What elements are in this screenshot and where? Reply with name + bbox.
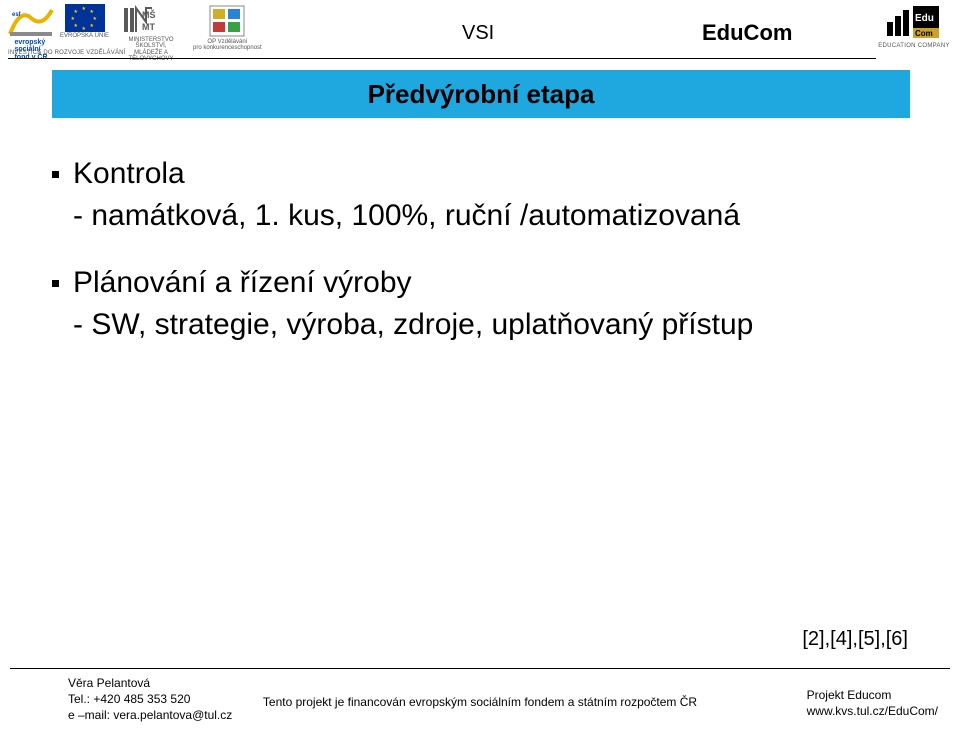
bullet-1: Kontrola (52, 155, 908, 193)
svg-text:Com: Com (915, 29, 933, 38)
footer-email: e –mail: vera.pelantova@tul.cz (68, 707, 232, 723)
footer-project: Projekt Educom (807, 687, 938, 703)
footer-divider (10, 668, 950, 669)
svg-text:Edu: Edu (915, 13, 934, 24)
references: [2],[4],[5],[6] (802, 628, 908, 651)
bullet-2-main: Plánování a řízení výroby (73, 264, 412, 302)
header-underline (8, 58, 876, 59)
header-label-vsi: VSI (462, 22, 494, 45)
esf-icon: esf (8, 4, 54, 38)
bullet-dot-icon (52, 280, 59, 287)
logo-op: OP Vzdělávání pro konkurenceschopnost (193, 4, 262, 52)
eu-flag-icon: ★ ★ ★ ★ ★ ★ ★ ★ (65, 4, 105, 32)
footer-author: Věra Pelantová (68, 675, 232, 691)
educom-icon: Edu Com (885, 2, 943, 42)
bullet-1-sub: - namátková, 1. kus, 100%, ruční /automa… (73, 197, 908, 235)
bullet-2-sub: - SW, strategie, výroba, zdroje, uplatňo… (73, 306, 908, 344)
footer-url: www.kvs.tul.cz/EduCom/ (807, 703, 938, 719)
footer: Věra Pelantová Tel.: +420 485 353 520 e … (0, 671, 960, 729)
msmt-icon: MŠ MT (122, 4, 180, 36)
logo-educom-right: Edu Com EDUCATION COMPANY (878, 2, 950, 58)
footer-right-block: Projekt Educom www.kvs.tul.cz/EduCom/ (807, 687, 938, 719)
slide: esf evropský sociální fond v ČR ★ ★ ★ ★ … (0, 0, 960, 729)
educom-caption: EDUCATION COMPANY (878, 43, 950, 49)
logo-eu: ★ ★ ★ ★ ★ ★ ★ ★ EVROPSKÁ UNIE (60, 4, 109, 39)
invest-strip: INVESTICE DO ROZVOJE VZDĚLÁVÁNÍ (8, 50, 126, 56)
svg-text:MT: MT (142, 22, 155, 32)
bullet-2: Plánování a řízení výroby (52, 264, 908, 302)
svg-text:esf: esf (12, 12, 22, 18)
op-icon (208, 4, 246, 38)
bullet-dot-icon (52, 171, 59, 178)
svg-text:MŠ: MŠ (142, 9, 156, 20)
eu-caption: EVROPSKÁ UNIE (60, 33, 109, 39)
slide-title: Předvýrobní etapa (368, 79, 595, 110)
content-area: Kontrola - namátková, 1. kus, 100%, ručn… (52, 155, 908, 373)
title-bar: Předvýrobní etapa (52, 70, 910, 118)
header-label-educom: EduCom (702, 20, 792, 46)
header: esf evropský sociální fond v ČR ★ ★ ★ ★ … (0, 0, 960, 60)
bullet-1-main: Kontrola (73, 155, 185, 193)
op-caption: OP Vzdělávání pro konkurenceschopnost (193, 39, 262, 52)
